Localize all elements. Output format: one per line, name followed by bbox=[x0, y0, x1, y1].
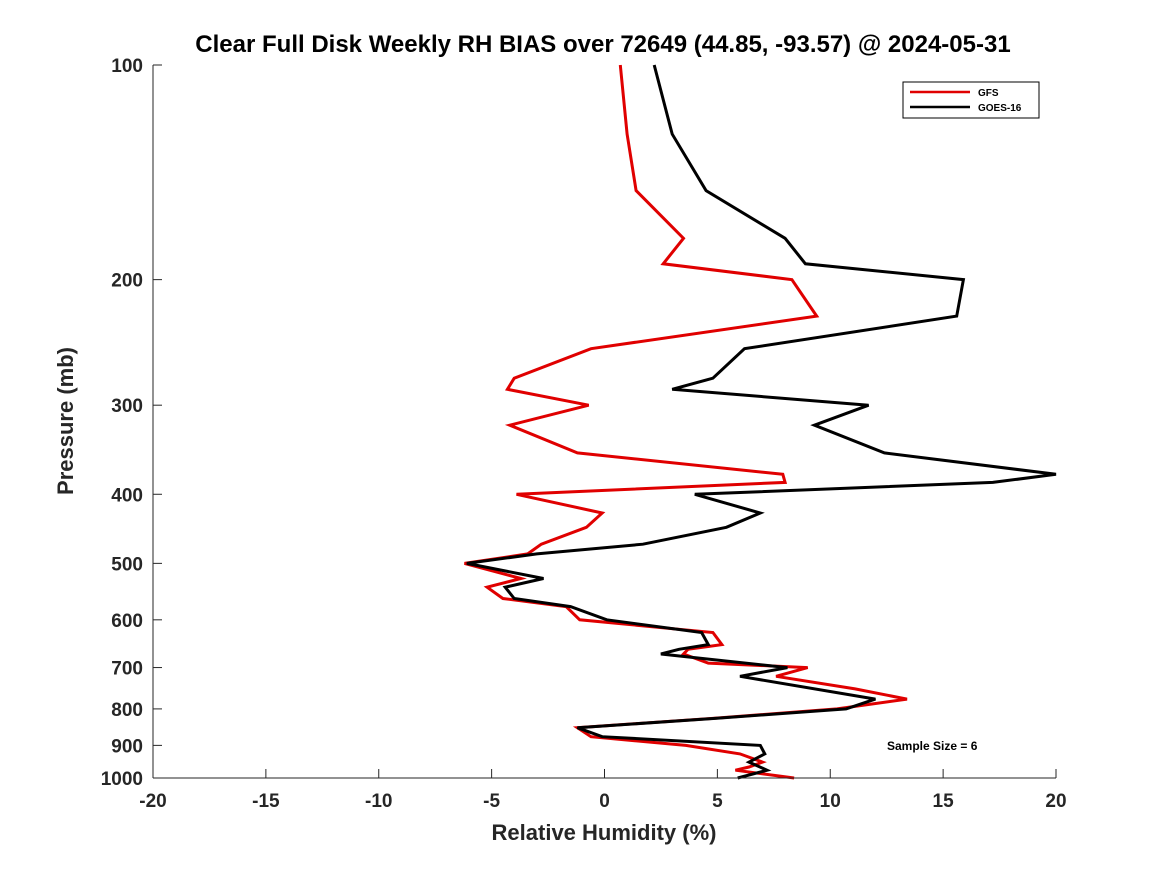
y-tick-label: 700 bbox=[111, 659, 143, 680]
y-tick-label: 600 bbox=[111, 611, 143, 632]
y-axis-label: Pressure (mb) bbox=[53, 347, 78, 495]
sample-size-annotation: Sample Size = 6 bbox=[887, 739, 978, 753]
x-tick-label: -10 bbox=[365, 791, 392, 812]
series-line-goes16 bbox=[466, 64, 1057, 780]
legend-label-gfs: GFS bbox=[978, 88, 999, 99]
legend-box bbox=[902, 81, 1040, 119]
y-tick-label: 900 bbox=[111, 736, 143, 757]
plot-area bbox=[153, 65, 1056, 778]
series-layer bbox=[464, 64, 1057, 780]
legend: GFS GOES-16 bbox=[902, 81, 1040, 119]
y-tick-label: 1000 bbox=[101, 769, 143, 790]
x-tick-label: 0 bbox=[599, 791, 610, 812]
y-tick-label: 200 bbox=[111, 271, 143, 292]
x-tick-label: 5 bbox=[712, 791, 723, 812]
x-tick-label: 15 bbox=[933, 791, 955, 812]
x-ticks: -20 -15 -10 -5 0 5 10 15 20 bbox=[139, 769, 1067, 812]
legend-label-goes16: GOES-16 bbox=[978, 103, 1022, 114]
y-tick-label: 100 bbox=[111, 56, 143, 77]
x-tick-label: -5 bbox=[483, 791, 500, 812]
y-tick-label: 400 bbox=[111, 485, 143, 506]
x-axis-label: Relative Humidity (%) bbox=[492, 820, 717, 845]
y-tick-label: 500 bbox=[111, 554, 143, 575]
x-tick-label: -15 bbox=[252, 791, 280, 812]
y-tick-label: 800 bbox=[111, 700, 143, 721]
chart-title: Clear Full Disk Weekly RH BIAS over 7264… bbox=[195, 31, 1010, 58]
x-tick-label: 10 bbox=[820, 791, 841, 812]
x-tick-label: -20 bbox=[139, 791, 166, 812]
x-tick-label: 20 bbox=[1045, 791, 1066, 812]
y-ticks: 100 200 300 400 500 600 700 800 900 1000 bbox=[101, 56, 162, 790]
y-tick-label: 300 bbox=[111, 396, 143, 417]
